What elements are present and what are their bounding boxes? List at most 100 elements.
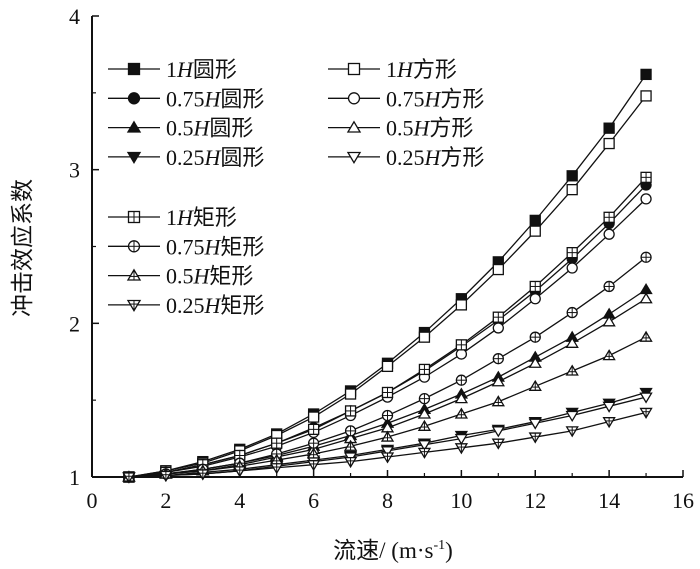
- legend-label-prefix: 0.75: [166, 234, 205, 259]
- data-point: [602, 315, 616, 327]
- legend-marker: [346, 151, 362, 164]
- data-point: [454, 392, 469, 404]
- series-8: [123, 171, 652, 483]
- legend-marker: [127, 62, 141, 76]
- legend-label-h: H: [204, 145, 222, 170]
- y-tick-label: 3: [69, 158, 80, 183]
- legend-label: 0.25H圆形: [166, 145, 264, 170]
- legend-label-suffix: 矩形: [193, 205, 237, 230]
- x-tick-label: 8: [382, 488, 393, 513]
- legend-label-suffix: 方形: [429, 116, 473, 141]
- data-point: [528, 418, 542, 430]
- legend-label-h: H: [176, 205, 194, 230]
- legend-label: 0.25H矩形: [166, 293, 264, 318]
- legend-label-prefix: 0.25: [386, 145, 425, 170]
- data-point: [639, 392, 653, 404]
- series-1: [123, 90, 652, 483]
- data-point: [491, 426, 505, 438]
- data-point: [565, 410, 579, 423]
- x-tick-label: 2: [160, 488, 171, 513]
- data-point: [640, 68, 652, 81]
- legend-label-h: H: [193, 264, 211, 289]
- legend-marker: [346, 120, 362, 133]
- legend-marker: [127, 92, 141, 105]
- x-tick-label: 0: [87, 488, 98, 513]
- legend-label-prefix: 0.75: [386, 86, 425, 111]
- x-axis-title-main: 流速/ (m·s: [333, 538, 433, 563]
- legend-item: 0.75H圆形: [108, 86, 264, 111]
- data-point: [380, 446, 395, 458]
- x-axis-title-sup: -1: [433, 538, 445, 553]
- x-axis-title: 流速/ (m·s-1): [333, 538, 453, 563]
- legend-label: 0.25H方形: [386, 145, 484, 170]
- y-tick-label: 2: [69, 311, 80, 336]
- data-point: [307, 411, 320, 423]
- data-point: [602, 401, 616, 413]
- x-tick-label: 16: [672, 488, 694, 513]
- data-point: [603, 122, 615, 134]
- legend-label: 1H圆形: [166, 57, 237, 82]
- y-tick-label: 1: [69, 465, 80, 490]
- legend-label-h: H: [424, 145, 442, 170]
- series-11: [122, 407, 653, 484]
- data-point: [640, 193, 652, 205]
- data-point: [528, 356, 542, 368]
- legend-label-h: H: [424, 86, 442, 111]
- legend-item: 1H方形: [328, 57, 457, 82]
- legend-label-h: H: [204, 234, 222, 259]
- data-point: [455, 348, 468, 360]
- legend-label: 0.75H圆形: [166, 86, 264, 111]
- legend-item: 0.5H矩形: [108, 264, 253, 289]
- legend-label-prefix: 0.25: [166, 145, 205, 170]
- data-point: [603, 137, 615, 150]
- legend-label: 0.75H方形: [386, 86, 484, 111]
- x-tick-label: 10: [450, 488, 472, 513]
- data-point: [529, 225, 541, 237]
- series-layer: [122, 68, 653, 484]
- legend-label-suffix: 圆形: [193, 57, 237, 82]
- legend-label-suffix: 方形: [440, 86, 484, 111]
- legend-label-prefix: 0.5: [166, 264, 194, 289]
- data-point: [381, 360, 394, 373]
- data-point: [417, 440, 432, 452]
- data-point: [455, 299, 468, 311]
- legend-item: 1H圆形: [108, 57, 237, 82]
- legend-marker: [347, 62, 361, 76]
- legend-label-suffix: 矩形: [209, 264, 253, 289]
- y-tick-label: 4: [69, 4, 80, 29]
- legend-label-h: H: [204, 86, 222, 111]
- legend-label-prefix: 1: [166, 205, 177, 230]
- legend-label-h: H: [193, 116, 211, 141]
- legend-label-prefix: 0.5: [166, 116, 194, 141]
- data-point: [491, 375, 505, 387]
- legend-label-suffix: 方形: [413, 57, 457, 82]
- legend-item: 0.5H方形: [328, 116, 473, 141]
- legend-item: 0.5H圆形: [108, 116, 253, 141]
- data-point: [639, 292, 653, 304]
- data-point: [417, 407, 432, 419]
- legend-label: 0.5H矩形: [166, 264, 253, 289]
- y-axis-title: 冲击效应系数: [10, 179, 35, 317]
- legend-label-prefix: 1: [386, 57, 397, 82]
- legend-label-prefix: 0.75: [166, 86, 205, 111]
- legend-item: 0.75H方形: [328, 86, 484, 111]
- legend-label-h: H: [413, 116, 431, 141]
- legend-label-suffix: 方形: [440, 145, 484, 170]
- legend-item: 0.75H矩形: [108, 234, 264, 259]
- legend-label-suffix: 矩形: [220, 234, 264, 259]
- x-tick-label: 4: [234, 488, 245, 513]
- legend-label: 0.5H圆形: [166, 116, 253, 141]
- data-point: [565, 336, 579, 348]
- legend-label: 0.75H矩形: [166, 234, 264, 259]
- data-point: [344, 388, 357, 400]
- legend-label-prefix: 0.5: [386, 116, 414, 141]
- data-point: [603, 228, 615, 240]
- legend-label: 1H矩形: [166, 205, 237, 230]
- x-tick-label: 6: [308, 488, 319, 513]
- data-point: [492, 263, 504, 276]
- legend-label-suffix: 圆形: [209, 116, 253, 141]
- legend-marker: [347, 92, 361, 105]
- data-point: [640, 90, 652, 102]
